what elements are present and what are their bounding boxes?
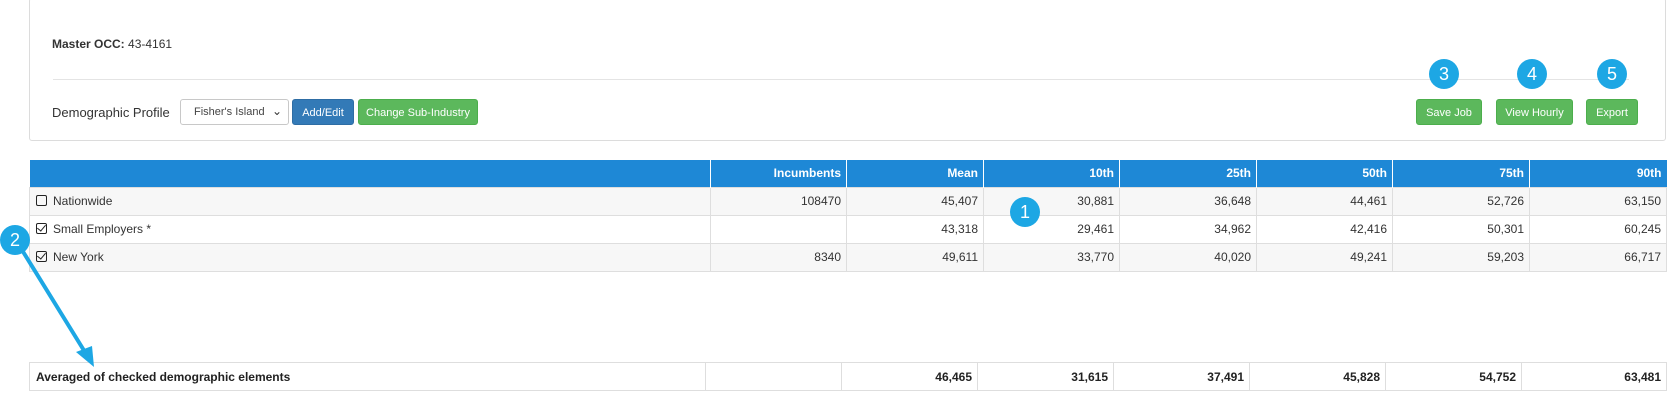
column-header-mean: Mean xyxy=(846,160,984,187)
table-cell: 42,416 xyxy=(1256,214,1393,244)
table-cell: 29,461 xyxy=(983,214,1120,244)
checkbox-nationwide[interactable] xyxy=(36,195,47,206)
row-label: Nationwide xyxy=(53,194,113,208)
table-row: Nationwide 108470 45,407 30,881 36,648 4… xyxy=(29,186,1667,216)
demographic-profile-select[interactable]: Fisher's Island ⌄ xyxy=(180,99,289,125)
row-label-cell: Small Employers * xyxy=(29,214,711,244)
column-header-incumbents: Incumbents xyxy=(710,160,847,187)
master-occ-value: 43-4161 xyxy=(128,37,173,51)
table-cell: 59,203 xyxy=(1392,242,1530,272)
average-cell: 63,481 xyxy=(1521,362,1667,391)
annotation-badge-4: 4 xyxy=(1517,59,1547,89)
chevron-down-icon: ⌄ xyxy=(271,104,282,118)
divider xyxy=(53,79,1629,80)
row-label: Small Employers * xyxy=(53,222,152,236)
table-cell: 8340 xyxy=(710,242,847,272)
annotation-badge-1: 1 xyxy=(1010,197,1040,227)
row-label: New York xyxy=(53,250,104,264)
column-header-50th: 50th xyxy=(1256,160,1393,187)
annotation-badge-3: 3 xyxy=(1429,59,1459,89)
column-header-10th: 10th xyxy=(983,160,1120,187)
table-cell: 63,150 xyxy=(1529,186,1667,216)
checkbox-new-york[interactable] xyxy=(36,251,47,262)
master-occ: Master OCC: 43-4161 xyxy=(52,37,172,51)
master-occ-label: Master OCC: xyxy=(52,37,125,51)
average-cell: 37,491 xyxy=(1113,362,1250,391)
table-cell: 45,407 xyxy=(846,186,984,216)
average-cell: 54,752 xyxy=(1385,362,1522,391)
view-hourly-button[interactable]: View Hourly xyxy=(1496,99,1573,125)
average-row: Averaged of checked demographic elements… xyxy=(29,362,1667,391)
table-cell: 49,611 xyxy=(846,242,984,272)
column-header-75th: 75th xyxy=(1392,160,1530,187)
add-edit-button[interactable]: Add/Edit xyxy=(292,99,354,125)
table-cell: 33,770 xyxy=(983,242,1120,272)
row-label-cell: New York xyxy=(29,242,711,272)
table-cell: 52,726 xyxy=(1392,186,1530,216)
column-header xyxy=(29,160,711,187)
annotation-badge-5: 5 xyxy=(1597,59,1627,89)
table-cell: 108470 xyxy=(710,186,847,216)
demographic-profile-select-value: Fisher's Island xyxy=(194,106,265,118)
table-cell: 36,648 xyxy=(1119,186,1257,216)
average-label: Averaged of checked demographic elements xyxy=(29,362,706,391)
table-row: New York 8340 49,611 33,770 40,020 49,24… xyxy=(29,242,1667,272)
save-job-button[interactable]: Save Job xyxy=(1416,99,1482,125)
wage-table: Incumbents Mean 10th 25th 50th 75th 90th… xyxy=(29,160,1667,272)
table-header-row: Incumbents Mean 10th 25th 50th 75th 90th xyxy=(29,160,1667,187)
average-table: Averaged of checked demographic elements… xyxy=(29,362,1667,391)
table-cell: 66,717 xyxy=(1529,242,1667,272)
table-cell: 40,020 xyxy=(1119,242,1257,272)
annotation-badge-2: 2 xyxy=(0,225,30,255)
table-cell: 30,881 xyxy=(983,186,1120,216)
export-button[interactable]: Export xyxy=(1586,99,1638,125)
change-sub-industry-button[interactable]: Change Sub-Industry xyxy=(358,99,478,125)
job-panel: Master OCC: 43-4161 Demographic Profile … xyxy=(29,0,1666,141)
demographic-profile-label: Demographic Profile xyxy=(52,105,170,120)
column-header-90th: 90th xyxy=(1529,160,1667,187)
average-cell: 31,615 xyxy=(977,362,1114,391)
column-header-25th: 25th xyxy=(1119,160,1257,187)
average-cell xyxy=(705,362,842,391)
average-cell: 46,465 xyxy=(841,362,978,391)
table-cell: 49,241 xyxy=(1256,242,1393,272)
average-cell: 45,828 xyxy=(1249,362,1386,391)
table-cell: 44,461 xyxy=(1256,186,1393,216)
checkbox-small-employers[interactable] xyxy=(36,223,47,234)
